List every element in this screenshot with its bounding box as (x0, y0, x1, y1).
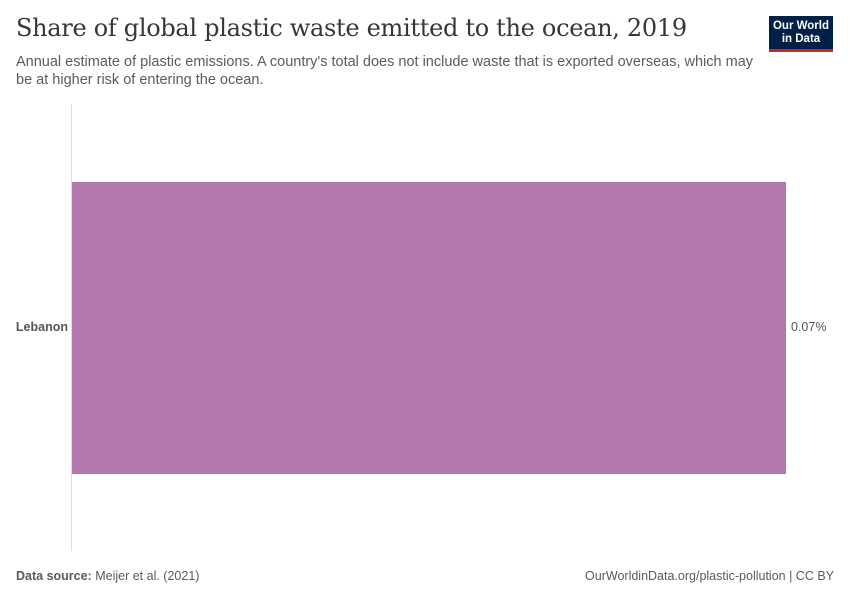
logo-line-1: Our World (772, 20, 829, 32)
source-label: Data source: (16, 569, 92, 583)
category-label: Lebanon (15, 320, 68, 334)
value-label: 0.07% (791, 320, 827, 334)
logo-line-2: in Data (781, 33, 821, 45)
chart-subtitle: Annual estimate of plastic emissions. A … (16, 54, 754, 88)
y-axis-line (71, 104, 72, 551)
owid-logo[interactable]: Our World in Data (769, 16, 833, 52)
source-value[interactable]: Meijer et al. (2021) (95, 569, 200, 583)
data-source: Data source: Meijer et al. (2021) (16, 569, 199, 583)
bar-lebanon[interactable] (72, 182, 786, 474)
url-license[interactable]: OurWorldinData.org/plastic-pollution | C… (585, 569, 834, 583)
chart-title: Share of global plastic waste emitted to… (16, 14, 687, 42)
